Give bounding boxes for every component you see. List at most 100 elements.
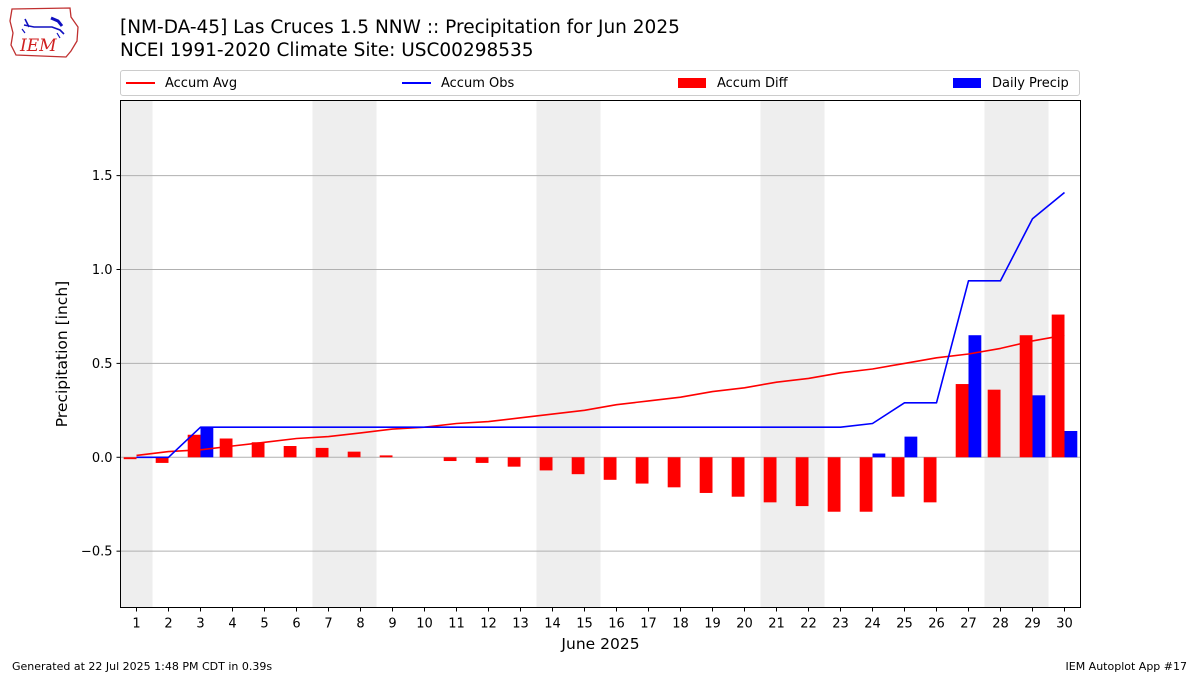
accum-diff-bar — [475, 457, 489, 463]
daily-precip-bar — [1032, 395, 1046, 458]
accum-diff-bar — [699, 457, 713, 493]
x-tick-label: 26 — [928, 617, 945, 632]
y-tick-label: 1.0 — [92, 263, 113, 278]
y-axis-label: Precipitation [inch] — [53, 281, 71, 427]
legend-swatch-accum-obs — [402, 82, 431, 84]
iem-logo: IEM — [9, 7, 79, 58]
accum-diff-bar — [667, 457, 681, 488]
x-axis-label: June 2025 — [560, 635, 639, 653]
x-tick-label: 15 — [576, 617, 593, 632]
y-tick-label: −0.5 — [81, 545, 113, 560]
weekend-shade-day-14 — [536, 100, 569, 608]
accum-diff-bar — [379, 455, 393, 458]
accum-diff-bar — [859, 457, 873, 512]
accum-diff-bar — [155, 457, 169, 463]
plot-frame — [120, 100, 1081, 608]
x-tick-label: 16 — [608, 617, 625, 632]
accum-diff-bar — [603, 457, 617, 480]
accum-diff-bar — [219, 438, 233, 458]
accum-diff-bar — [1051, 314, 1065, 458]
x-tick-label: 29 — [1024, 617, 1041, 632]
x-tick-label: 27 — [960, 617, 977, 632]
legend-label-accum-obs: Accum Obs — [441, 75, 515, 91]
daily-precip-bar — [872, 453, 886, 458]
weekend-shade-day-8 — [344, 100, 377, 608]
legend-label-accum-diff: Accum Diff — [717, 75, 788, 91]
legend-label-accum-avg: Accum Avg — [165, 75, 238, 91]
y-tick-label: 1.5 — [92, 169, 113, 184]
daily-precip-bar — [1064, 430, 1078, 458]
chart-subtitle: NCEI 1991-2020 Climate Site: USC00298535 — [120, 40, 534, 61]
x-tick-label: 22 — [800, 617, 817, 632]
legend-swatch-accum-avg — [126, 82, 155, 84]
x-tick-label: 11 — [448, 617, 465, 632]
x-tick-label: 23 — [832, 617, 849, 632]
x-tick-label: 6 — [292, 617, 300, 632]
weekend-shade-day-1 — [120, 100, 153, 608]
x-tick-label: 4 — [228, 617, 236, 632]
accum-obs-line — [136, 191, 1066, 459]
accum-diff-bar — [955, 384, 969, 458]
x-tick-label: 1 — [132, 617, 140, 632]
x-tick-label: 17 — [640, 617, 657, 632]
daily-precip-bar — [200, 427, 214, 458]
accum-diff-bar — [763, 457, 777, 503]
accum-diff-bar — [827, 457, 841, 512]
accum-diff-bar — [731, 457, 745, 497]
x-tick-label: 25 — [896, 617, 913, 632]
legend-label-daily-precip: Daily Precip — [992, 75, 1069, 91]
legend-item-accum-diff: Accum Diff — [678, 74, 788, 92]
x-tick-label: 28 — [992, 617, 1009, 632]
daily-precip-bar — [904, 436, 918, 458]
accum-avg-line — [136, 334, 1065, 457]
accum-diff-bar — [923, 457, 937, 503]
x-tick-label: 21 — [768, 617, 785, 632]
x-tick-label: 20 — [736, 617, 753, 632]
generated-timestamp: Generated at 22 Jul 2025 1:48 PM CDT in … — [12, 660, 273, 673]
x-tick-label: 2 — [164, 617, 172, 632]
accum-diff-bar — [1019, 335, 1033, 458]
weekend-shade-day-15 — [568, 100, 601, 608]
x-tick-label: 3 — [196, 617, 204, 632]
x-tick-label: 18 — [672, 617, 689, 632]
autoplot-app-label: IEM Autoplot App #17 — [1065, 660, 1188, 673]
legend-item-accum-avg: Accum Avg — [126, 74, 237, 92]
x-tick-label: 24 — [864, 617, 881, 632]
accum-diff-bar — [315, 447, 329, 458]
accum-diff-bar — [507, 457, 521, 467]
chart-title: [NM-DA-45] Las Cruces 1.5 NNW :: Precipi… — [120, 17, 680, 38]
accum-diff-bar — [347, 451, 361, 458]
x-tick-label: 13 — [512, 617, 529, 632]
weekend-shade-day-21 — [760, 100, 793, 608]
accum-diff-bar — [571, 457, 585, 475]
legend-item-daily-precip: Daily Precip — [953, 74, 1069, 92]
weekend-shade-day-22 — [792, 100, 825, 608]
x-tick-label: 19 — [704, 617, 721, 632]
accum-diff-bar — [187, 434, 201, 458]
x-tick-label: 14 — [544, 617, 561, 632]
accum-diff-bar — [539, 457, 553, 471]
accum-diff-bar — [283, 446, 297, 458]
x-tick-label: 9 — [388, 617, 396, 632]
accum-diff-bar — [443, 457, 457, 462]
accum-diff-bar — [987, 389, 1001, 458]
x-tick-label: 8 — [356, 617, 364, 632]
legend-item-accum-obs: Accum Obs — [402, 74, 514, 92]
accum-diff-bar — [251, 442, 265, 458]
y-tick-label: 0.5 — [92, 357, 113, 372]
accum-diff-bar — [891, 457, 905, 497]
x-tick-label: 12 — [480, 617, 497, 632]
legend-swatch-accum-diff — [678, 78, 706, 88]
logo-text: IEM — [19, 36, 57, 56]
accum-diff-bar — [123, 457, 137, 460]
x-tick-label: 10 — [416, 617, 433, 632]
x-tick-label: 7 — [324, 617, 332, 632]
x-tick-label: 30 — [1056, 617, 1073, 632]
legend-swatch-daily-precip — [953, 78, 981, 88]
x-tick-label: 5 — [260, 617, 268, 632]
accum-diff-bar — [795, 457, 809, 507]
y-tick-label: 0.0 — [92, 451, 113, 466]
daily-precip-bar — [968, 335, 982, 458]
weekend-shade-day-28 — [984, 100, 1017, 608]
